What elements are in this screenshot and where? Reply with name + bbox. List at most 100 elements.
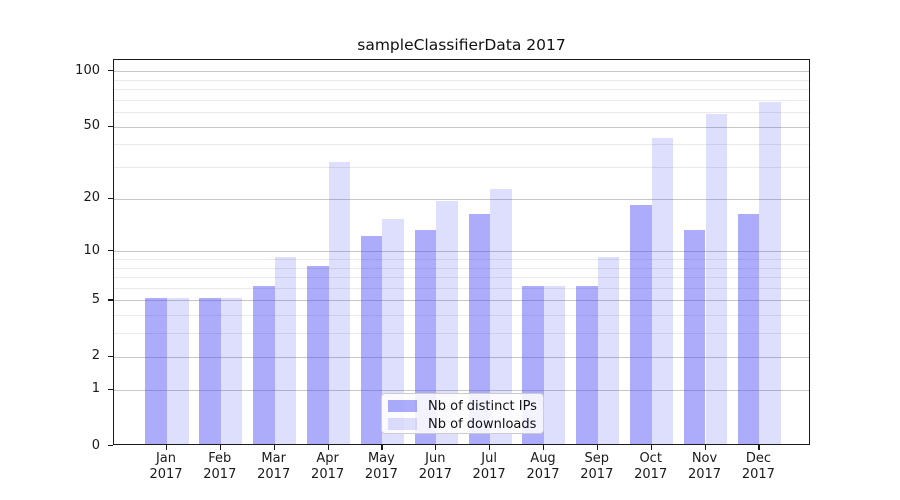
gridline-minor [114,287,809,289]
bar-distinct-ips-jun [414,229,437,444]
x-tick-mark [596,445,598,450]
y-tick-mark [108,70,113,72]
gridline-minor [114,79,809,81]
gridline-major [114,389,809,391]
bar-distinct-ips-apr [307,265,329,444]
gridline-major [114,356,809,358]
bar-downloads-jun [436,200,458,444]
x-tick-mark [704,445,706,450]
gridline-minor [114,144,809,146]
y-tick-mark [108,299,113,301]
x-tick-label-aug: Aug 2017 [511,451,575,483]
x-tick-label-jun: Jun 2017 [403,451,467,483]
gridline-minor [114,277,809,278]
plot-area: Nb of distinct IPs Nb of downloads [113,59,810,445]
x-tick-mark [489,445,491,450]
x-tick-month: Oct [639,451,662,466]
x-tick-month: Feb [208,451,232,466]
x-tick-mark [273,445,275,450]
x-tick-label-apr: Apr 2017 [296,451,360,483]
x-tick-year: 2017 [580,467,614,482]
legend-swatch-downloads-icon [388,418,417,430]
bar-downloads-jul [490,189,512,444]
legend-item-distinct-ips: Nb of distinct IPs [388,398,543,414]
gridline-minor [114,89,809,90]
bar-distinct-ips-jan [145,298,167,444]
y-tick-label: 2 [91,348,100,364]
x-tick-year: 2017 [311,467,345,482]
x-tick-month: Jun [425,451,446,466]
bar-distinct-ips-sep [576,285,598,444]
x-tick-month: Jan [155,451,177,466]
x-tick-label-sep: Sep 2017 [565,451,629,483]
gridline-major [114,71,809,72]
bar-downloads-jan [167,298,189,444]
x-tick-year: 2017 [364,467,398,482]
x-tick-year: 2017 [149,467,183,482]
gridline-minor [114,258,809,260]
gridline-minor [114,315,809,317]
x-tick-year: 2017 [687,467,722,482]
y-tick-mark [108,250,113,252]
bar-distinct-ips-nov [683,229,706,444]
y-tick-label: 10 [83,242,100,258]
x-tick-mark [650,445,652,450]
gridline-minor [114,99,809,101]
bar-downloads-mar [274,256,297,444]
x-tick-year: 2017 [526,467,560,482]
chart-title: sampleClassifierData 2017 [357,36,566,54]
legend-item-downloads: Nb of downloads [388,416,543,432]
x-tick-mark [166,445,168,450]
x-tick-label-jan: Jan 2017 [134,451,198,483]
bar-distinct-ips-dec [737,213,760,444]
x-tick-label-jul: Jul 2017 [457,451,521,483]
legend: Nb of distinct IPs Nb of downloads [381,393,544,434]
x-tick-label-oct: Oct 2017 [619,451,683,483]
y-tick-label: 100 [75,62,100,78]
x-tick-year: 2017 [418,467,452,482]
y-tick-label: 20 [83,190,100,206]
x-tick-mark [543,445,545,450]
bar-distinct-ips-feb [199,298,221,444]
bar-downloads-may [382,218,404,444]
bar-downloads-aug [543,285,566,444]
bar-downloads-sep [597,256,620,444]
x-tick-month: Aug [530,451,556,466]
y-tick-mark [108,355,113,357]
legend-swatch-distinct-ips-icon [388,400,417,412]
x-tick-label-may: May 2017 [349,451,413,483]
y-tick-mark [108,388,113,390]
gridline-minor [114,267,809,269]
bar-downloads-dec [759,102,781,444]
x-tick-year: 2017 [203,467,237,482]
x-tick-year: 2017 [634,467,668,482]
y-tick-mark [108,125,113,127]
bar-downloads-nov [705,114,728,444]
y-tick-label: 5 [91,291,100,307]
x-tick-year: 2017 [257,467,291,482]
y-tick-label: 50 [83,118,100,133]
legend-label-downloads: Nb of downloads [428,416,537,432]
gridline-major [114,198,809,200]
gridline-major [114,251,809,253]
legend-label-distinct-ips: Nb of distinct IPs [428,398,537,414]
gridline-minor [114,112,809,113]
y-tick-mark [108,445,113,447]
gridline-major [114,300,809,302]
gridline-major [114,126,809,128]
gridline-minor [114,167,809,168]
x-tick-month: Mar [261,451,286,466]
x-tick-year: 2017 [741,467,775,482]
bar-downloads-apr [328,162,351,444]
x-tick-mark [327,445,329,450]
x-tick-month: Jul [481,451,497,466]
x-tick-mark [435,445,437,450]
y-tick-mark [108,197,113,199]
x-tick-mark [758,445,760,450]
bar-distinct-ips-jul [468,213,491,444]
x-tick-month: Dec [745,451,771,466]
gridline-minor [114,333,809,335]
x-tick-month: Sep [584,451,610,466]
y-tick-label: 0 [91,437,100,453]
y-tick-label: 1 [91,381,100,397]
